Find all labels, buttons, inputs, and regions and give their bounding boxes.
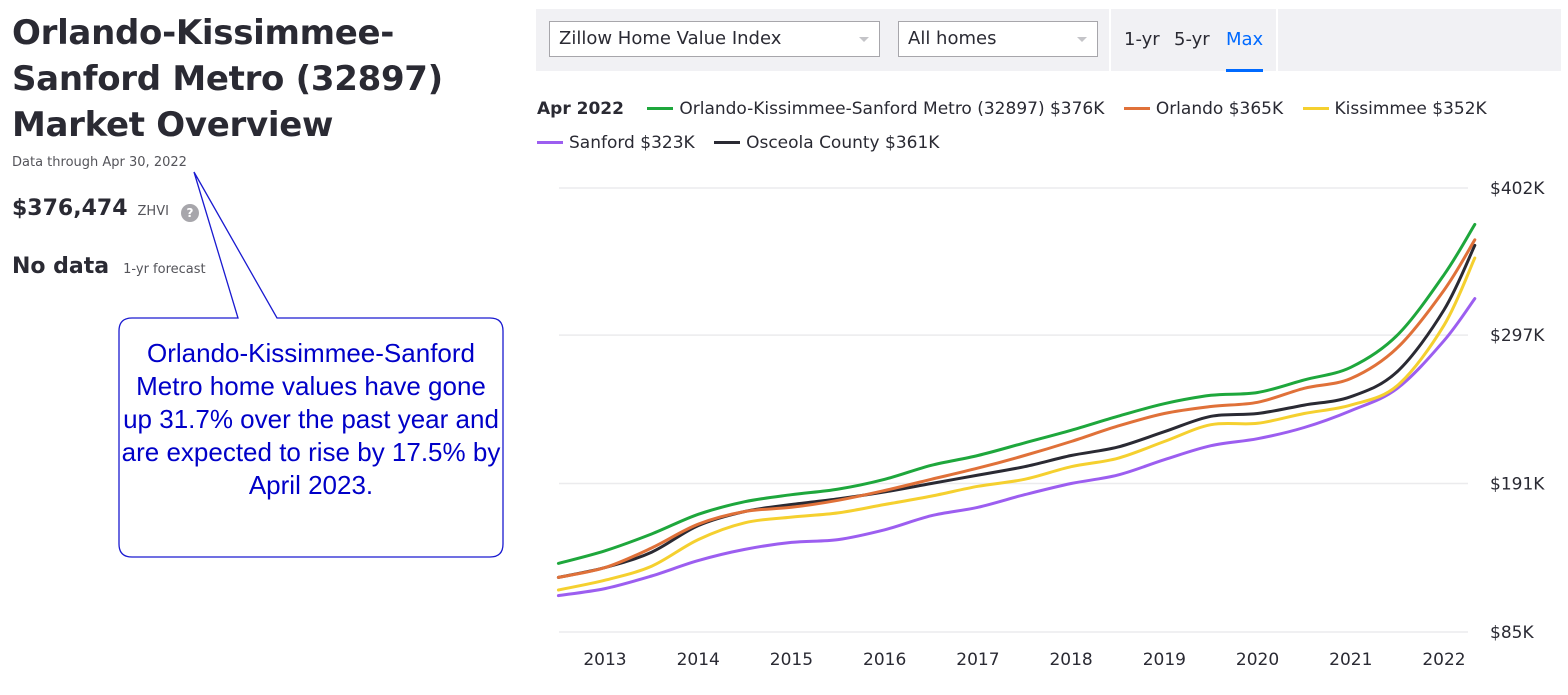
legend-item-orlando[interactable]: Orlando $365K	[1123, 92, 1284, 126]
x-tick-label: 2020	[1236, 650, 1279, 670]
legend-swatch	[647, 106, 674, 110]
chevron-down-icon	[1077, 37, 1087, 42]
data-through-date: Data through Apr 30, 2022	[12, 155, 187, 170]
chart-legend: Apr 2022 Orlando-Kissimmee-Sanford Metro…	[537, 92, 1557, 160]
range-5yr-button[interactable]: 5-yr	[1174, 29, 1210, 50]
legend-swatch	[714, 140, 741, 144]
series-lines	[556, 222, 1477, 598]
x-tick-label: 2022	[1422, 650, 1465, 670]
series-line-osceola-county[interactable]	[556, 243, 1477, 579]
metric-select[interactable]: Zillow Home Value Index	[549, 21, 880, 57]
metric-select-value: Zillow Home Value Index	[559, 28, 782, 49]
x-tick-label: 2021	[1329, 650, 1372, 670]
toolbar-divider	[1109, 9, 1111, 71]
y-tick-label: $402K	[1490, 179, 1545, 199]
forecast-value: No data	[12, 254, 110, 279]
x-tick-label: 2014	[677, 650, 720, 670]
legend-item-sanford[interactable]: Sanford $323K	[537, 126, 695, 160]
chevron-down-icon	[859, 37, 869, 42]
series-line-orlando-kissimmee-sanford-metro-32897[interactable]	[556, 222, 1477, 565]
legend-label: Osceola County $361K	[746, 133, 940, 153]
x-tick-label: 2015	[770, 650, 813, 670]
chart-toolbar: Zillow Home Value Index All homes 1-yr 5…	[536, 9, 1561, 72]
x-tick-label: 2016	[863, 650, 906, 670]
x-tick-label: 2018	[1049, 650, 1092, 670]
y-axis-labels: $85K $191K $297K $402K	[1490, 179, 1545, 643]
legend-label: Kissimmee $352K	[1334, 99, 1487, 119]
page-title: Orlando-Kissimmee-Sanford Metro (32897) …	[12, 13, 443, 145]
x-axis-labels: 2013 2014 2015 2016 2017 2018 2019 2020 2021 2022	[583, 650, 1465, 670]
home-type-select-value: All homes	[908, 28, 997, 49]
legend-item-osceola[interactable]: Osceola County $361K	[714, 126, 939, 160]
legend-item-metro[interactable]: Orlando-Kissimmee-Sanford Metro (32897) …	[647, 92, 1104, 126]
x-tick-label: 2017	[956, 650, 999, 670]
range-1yr-button[interactable]: 1-yr	[1124, 29, 1160, 50]
series-line-orlando[interactable]	[556, 238, 1477, 579]
legend-swatch	[537, 140, 563, 144]
legend-label: Sanford $323K	[569, 133, 695, 153]
y-tick-label: $191K	[1490, 475, 1545, 495]
legend-label: Orlando $365K	[1155, 99, 1284, 119]
zhvi-value: $376,474	[12, 196, 128, 221]
legend-date: Apr 2022	[537, 99, 624, 119]
y-tick-label: $297K	[1490, 326, 1545, 346]
y-tick-label: $85K	[1490, 623, 1534, 643]
legend-swatch	[1123, 106, 1150, 110]
series-line-sanford[interactable]	[556, 297, 1477, 598]
gridlines	[559, 187, 1468, 633]
legend-item-kissimmee[interactable]: Kissimmee $352K	[1302, 92, 1487, 126]
active-range-indicator	[1226, 69, 1263, 72]
legend-label: Orlando-Kissimmee-Sanford Metro (32897) …	[679, 99, 1105, 119]
callout-text: Orlando-Kissimmee-Sanford Metro home val…	[121, 338, 501, 500]
series-line-kissimmee[interactable]	[556, 256, 1477, 592]
x-tick-label: 2013	[583, 650, 626, 670]
range-max-button[interactable]: Max	[1226, 29, 1264, 50]
legend-swatch	[1302, 106, 1329, 110]
x-tick-label: 2019	[1143, 650, 1186, 670]
toolbar-divider	[1276, 9, 1278, 71]
home-type-select[interactable]: All homes	[898, 21, 1098, 57]
